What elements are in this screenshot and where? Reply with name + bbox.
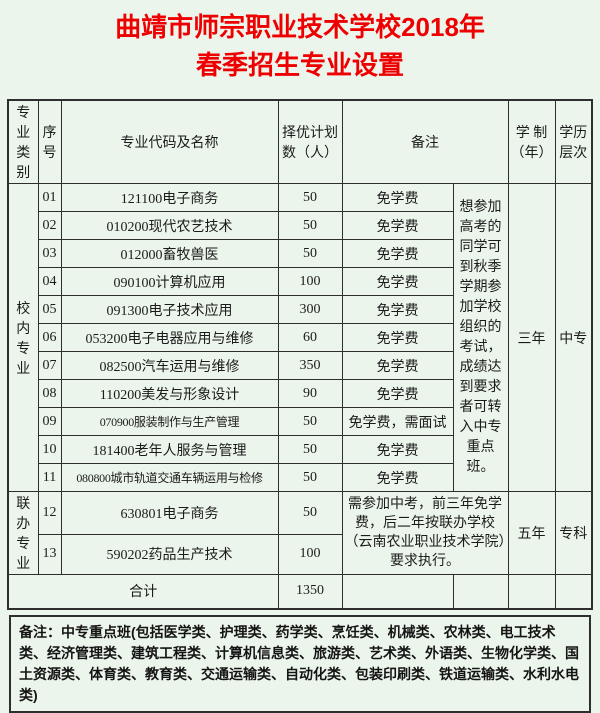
table-row: 07 082500汽车运用与维修 350 免学费	[8, 351, 592, 380]
major-name-cell: 053200电子电器应用与维修	[60, 323, 279, 352]
plan-cell: 60	[277, 323, 343, 352]
remark-cell: 免学费	[341, 379, 454, 408]
seq-cell: 12	[37, 491, 62, 535]
seq-cell: 03	[37, 239, 62, 268]
empty-cell	[507, 574, 556, 609]
header-category: 专业 类别	[7, 99, 39, 184]
joint-level-cell: 专科	[554, 491, 593, 575]
empty-cell	[554, 574, 593, 609]
plan-cell: 350	[277, 351, 343, 380]
plan-cell: 90	[277, 379, 343, 408]
campus-years-cell: 三年	[507, 183, 556, 492]
seq-cell: 09	[37, 407, 62, 436]
remark-cell: 免学费	[341, 183, 454, 212]
table-row: 联办 专业 12 630801电子商务 50 需参加中考，前三年免学费，后二年按…	[7, 491, 593, 575]
header-level: 学历 层次	[554, 99, 593, 184]
remark-cell: 免学费	[341, 211, 454, 240]
major-name-cell: 012000畜牧兽医	[60, 239, 279, 268]
plan-cell: 50	[277, 435, 343, 464]
seq-cell: 04	[37, 267, 62, 296]
major-name-cell: 080800城市轨道交通车辆运用与检修	[60, 463, 279, 492]
total-plan-cell: 1350	[277, 574, 343, 609]
table-row: 04 090100计算机应用 100 免学费	[8, 267, 592, 296]
table-row: 03 012000畜牧兽医 50 免学费	[8, 239, 592, 268]
table-row: 08 110200美发与形象设计 90 免学费	[8, 379, 592, 408]
remark-cell: 免学费	[341, 267, 454, 296]
seq-cell: 11	[37, 463, 62, 492]
major-name-cell: 181400老年人服务与管理	[60, 435, 279, 464]
plan-cell: 300	[277, 295, 343, 324]
seq-cell: 13	[37, 533, 62, 575]
remark-cell: 免学费	[341, 239, 454, 268]
header-plan: 择优计划 数（人）	[277, 99, 343, 184]
remark-cell: 免学费	[341, 323, 454, 352]
table-row: 05 091300电子技术应用 300 免学费	[8, 295, 592, 324]
seq-cell: 06	[37, 323, 62, 352]
page-title: 曲靖市师宗职业技术学校2018年 春季招生专业设置	[0, 0, 600, 84]
seq-cell: 02	[37, 211, 62, 240]
table-row: 11 080800城市轨道交通车辆运用与检修 50 免学费	[8, 463, 592, 492]
remark-cell: 免学费	[341, 351, 454, 380]
seq-cell: 01	[37, 183, 62, 212]
table-row: 02 010200现代农艺技术 50 免学费	[8, 211, 592, 240]
seq-cell: 10	[37, 435, 62, 464]
plan-cell: 50	[277, 239, 343, 268]
major-name-cell: 010200现代农艺技术	[60, 211, 279, 240]
header-years: 学 制 （年）	[507, 99, 556, 184]
plan-cell: 100	[277, 267, 343, 296]
major-name-cell: 090100计算机应用	[60, 267, 279, 296]
plan-cell: 50	[277, 463, 343, 492]
seq-cell: 05	[37, 295, 62, 324]
campus-note-cell: 想参加 高考的 同学可 到秋季 学期参 加学校 组织的 考试， 成绩达 到要求 …	[452, 183, 509, 492]
total-label-cell: 合计	[7, 574, 279, 609]
table-header-row: 专业 类别 序 号 专业代码及名称 择优计划 数（人） 备注 学 制 （年） 学…	[7, 99, 593, 184]
major-name-cell: 110200美发与形象设计	[60, 379, 279, 408]
remark-cell: 免学费	[341, 435, 454, 464]
major-name-cell: 091300电子技术应用	[60, 295, 279, 324]
header-name: 专业代码及名称	[60, 99, 279, 184]
seq-cell: 08	[37, 379, 62, 408]
title-line-1: 曲靖市师宗职业技术学校2018年	[115, 12, 485, 42]
remark-cell: 免学费	[341, 463, 454, 492]
seq-cell: 07	[37, 351, 62, 380]
major-name-cell: 630801电子商务	[60, 491, 279, 535]
empty-cell	[452, 574, 509, 609]
major-name-cell: 070900服装制作与生产管理	[60, 407, 279, 436]
plan-cell: 50	[277, 407, 343, 436]
title-line-2: 春季招生专业设置	[195, 50, 404, 80]
table-row: 09 070900服装制作与生产管理 50 免学费，需面试	[8, 407, 592, 436]
major-name-cell: 082500汽车运用与维修	[60, 351, 279, 380]
joint-years-cell: 五年	[507, 491, 556, 575]
footnote: 备注：中专重点班(包括医学类、护理类、药学类、烹饪类、机械类、农林类、电工技术类…	[9, 614, 591, 713]
remark-cell: 免学费，需面试	[341, 407, 454, 436]
plan-cell: 50	[277, 491, 343, 535]
table-row: 校内 专业 01 121100电子商务 50 免学费 想参加 高考的 同学可 到…	[7, 183, 593, 492]
total-row: 合计 1350	[7, 574, 593, 609]
category-joint-label: 联办 专业	[7, 491, 39, 575]
header-remark: 备注	[341, 99, 509, 184]
plan-cell: 100	[277, 533, 343, 575]
major-name-cell: 590202药品生产技术	[60, 533, 279, 575]
enrollment-table: 专业 类别 序 号 专业代码及名称 择优计划 数（人） 备注 学 制 （年） 学…	[7, 99, 593, 610]
remark-cell: 免学费	[341, 295, 454, 324]
plan-cell: 50	[277, 211, 343, 240]
empty-cell	[341, 574, 454, 609]
major-name-cell: 121100电子商务	[60, 183, 279, 212]
category-campus-label: 校内 专业	[7, 183, 39, 492]
joint-remark-cell: 需参加中考，前三年免学费，后二年按联办学校（云南农业职业技术学院）要求执行。	[341, 491, 509, 575]
plan-cell: 50	[277, 183, 343, 212]
header-seq: 序 号	[37, 99, 62, 184]
campus-level-cell: 中专	[554, 183, 593, 492]
